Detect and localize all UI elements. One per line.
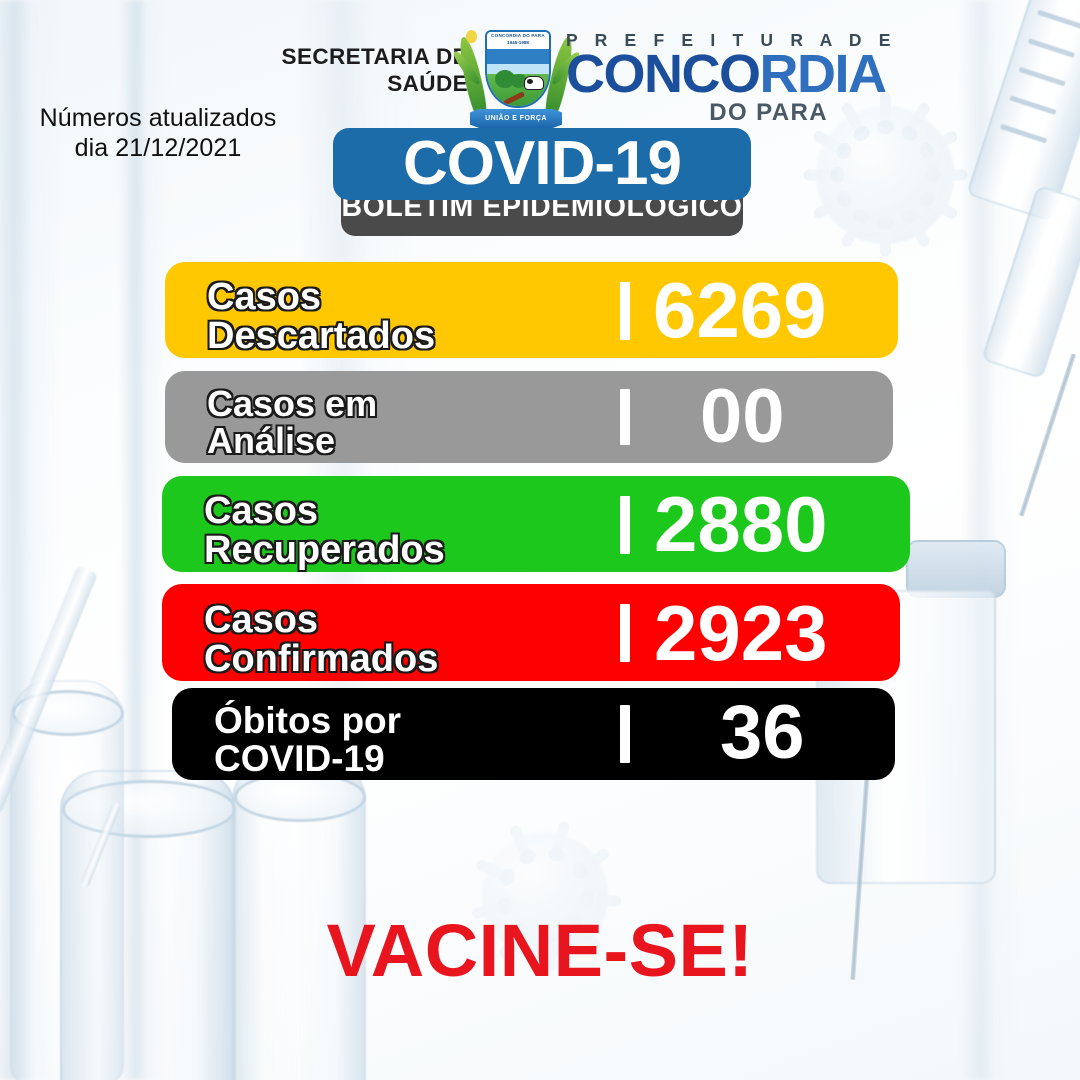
stat-value-obitos-por-covid-19: 36 bbox=[720, 690, 805, 775]
stat-row-casos-recuperados[interactable]: Casos Recuperados 2880 bbox=[162, 476, 910, 572]
update-date-line-2: dia 21/12/2021 bbox=[74, 133, 242, 162]
vaccinate-call-to-action: VACINE-SE! bbox=[326, 909, 754, 992]
stat-divider bbox=[620, 496, 630, 554]
city-name-part-1: CONCO bbox=[566, 44, 761, 104]
city-name-part-2: RDIA bbox=[759, 44, 888, 104]
crest-tree bbox=[495, 70, 515, 88]
crest-cow bbox=[524, 76, 544, 90]
covid-title-bar: COVID-19 bbox=[333, 128, 751, 200]
stat-value-casos-em-analise: 00 bbox=[700, 374, 785, 459]
stat-divider bbox=[620, 705, 630, 763]
test-tube-icon bbox=[10, 680, 124, 1080]
covid-title-text: COVID-19 bbox=[403, 129, 682, 198]
crest-tree bbox=[511, 74, 527, 88]
city-name: CONCORDIA bbox=[566, 47, 887, 101]
stat-value-casos-recuperados: 2880 bbox=[654, 480, 828, 568]
stat-label-casos-em-analise: Casos em Análise bbox=[207, 383, 378, 462]
virus-particle-icon bbox=[770, 60, 1000, 290]
virus-particle-icon bbox=[440, 790, 650, 1000]
stat-row-obitos-por-covid-19[interactable]: Óbitos por COVID-19 36 bbox=[172, 688, 895, 780]
stat-row-casos-descartados[interactable]: Casos Descartados 6269 bbox=[165, 262, 898, 358]
prefeitura-wordmark: P R E F E I T U R A D E CONCORDIA DO PAR… bbox=[566, 30, 897, 127]
crest-shield: CONCORDIA DO PARA 1946-1988 bbox=[485, 30, 551, 108]
stat-label-casos-descartados: Casos Descartados bbox=[207, 276, 436, 358]
stat-row-casos-confirmados[interactable]: Casos Confirmados 2923 bbox=[162, 584, 900, 681]
test-tube-rim bbox=[234, 772, 366, 822]
crest-year-text: 1946-1988 bbox=[507, 40, 529, 45]
stat-label-casos-recuperados: Casos Recuperados bbox=[204, 490, 445, 572]
secretaria-de-saude-label: SECRETARIA DE SAÚDE bbox=[268, 44, 468, 97]
crest-title-text: CONCORDIA DO PARA bbox=[491, 33, 545, 38]
stat-label-obitos-por-covid-19: Óbitos por COVID-19 bbox=[214, 700, 402, 780]
municipal-coat-of-arms-icon: CONCORDIA DO PARA 1946-1988 UNIÃO E FORÇ… bbox=[450, 22, 582, 134]
stat-divider bbox=[620, 604, 630, 662]
stat-divider bbox=[620, 389, 630, 445]
needle-icon bbox=[1018, 353, 1077, 517]
prefeitura-label: P R E F E I T U R A D E bbox=[566, 30, 897, 50]
corn-flower bbox=[466, 30, 477, 43]
secretaria-line-1: SECRETARIA DE bbox=[281, 44, 468, 69]
stat-row-casos-em-analise[interactable]: Casos em Análise 00 bbox=[165, 371, 893, 463]
crest-motto-ribbon: UNIÃO E FORÇA bbox=[470, 109, 562, 128]
stat-divider bbox=[620, 282, 630, 340]
secretaria-line-2: SAÚDE bbox=[387, 70, 468, 96]
crest-motto-text: UNIÃO E FORÇA bbox=[485, 115, 547, 122]
city-state-label: DO PARA bbox=[709, 98, 828, 126]
update-date-note: Números atualizados dia 21/12/2021 bbox=[28, 104, 288, 163]
vial-cap-icon bbox=[906, 540, 1006, 598]
stat-value-casos-descartados: 6269 bbox=[653, 266, 827, 354]
stat-value-casos-confirmados: 2923 bbox=[654, 589, 828, 677]
stat-label-casos-confirmados: Casos Confirmados bbox=[204, 599, 439, 681]
update-date-line-1: Números atualizados bbox=[39, 104, 277, 132]
covid-title-badge: BOLETIM EPIDEMIOLÓGICO COVID-19 bbox=[333, 128, 751, 240]
